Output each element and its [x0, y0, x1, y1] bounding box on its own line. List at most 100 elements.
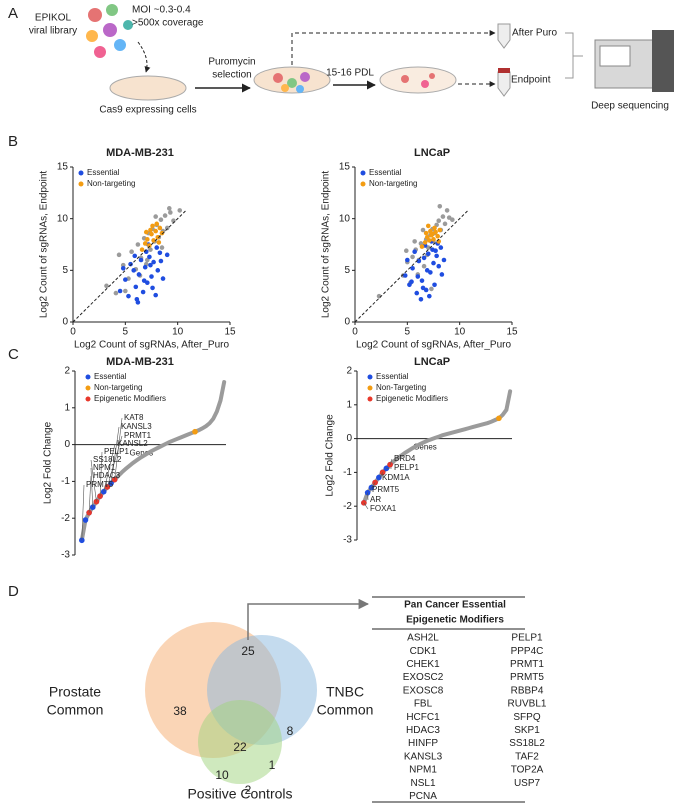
point	[414, 290, 420, 296]
point	[153, 292, 158, 298]
legend-swatch	[85, 385, 91, 391]
point	[425, 223, 431, 229]
venn-count: 1	[269, 758, 276, 772]
point	[148, 247, 153, 252]
point	[441, 257, 447, 263]
point	[151, 259, 156, 265]
y-tick-label: 0	[62, 317, 68, 328]
diagonal	[354, 210, 469, 323]
set-label: Common	[317, 702, 374, 718]
table-cell: USP7	[514, 778, 541, 789]
table-cell: NSL1	[410, 778, 435, 789]
table-cell: HDAC3	[406, 725, 440, 736]
legend-swatch	[85, 396, 91, 402]
y-tick-label: 15	[57, 162, 69, 173]
x-axis-label: Genes	[130, 449, 154, 458]
point	[420, 227, 426, 233]
point	[151, 238, 156, 243]
leader	[110, 426, 120, 484]
point	[166, 206, 172, 211]
set-label: Positive Controls	[187, 786, 292, 802]
legend-swatch	[367, 396, 373, 402]
table-cell: EXOSC2	[403, 672, 444, 683]
annotation: PRMT5	[86, 480, 114, 489]
point	[120, 265, 126, 271]
selection-label: Puromycin	[208, 57, 255, 68]
annotation: KAT8	[124, 413, 144, 422]
annotation: NPM1	[93, 463, 116, 472]
point	[415, 274, 421, 279]
point	[164, 225, 170, 231]
point	[168, 210, 173, 215]
leader	[99, 451, 103, 497]
point	[425, 251, 431, 257]
legend-swatch	[367, 385, 373, 391]
point	[154, 245, 160, 250]
point	[158, 217, 164, 222]
y-tick-label: 15	[339, 162, 351, 173]
annotation: BRD4	[394, 454, 416, 463]
legend-swatch	[360, 170, 366, 176]
point	[410, 254, 415, 260]
x-axis-label: Genes	[413, 443, 437, 452]
point	[113, 290, 119, 296]
venn-count: 10	[215, 768, 229, 782]
leader	[389, 458, 393, 465]
legend-swatch	[78, 181, 84, 187]
table-cell: PCNA	[409, 791, 437, 802]
point	[444, 208, 450, 213]
x-axis-label: Log2 Count of sgRNAs, After_Puro	[74, 340, 230, 351]
point	[431, 260, 436, 266]
table-cell: KANSL3	[404, 751, 443, 762]
pdl-label: 15-16 PDL	[326, 68, 374, 79]
x-tick-label: 15	[224, 327, 236, 338]
table-cell: PELP1	[511, 633, 543, 644]
point	[177, 208, 183, 213]
table-cell: HCFC1	[406, 712, 440, 723]
point	[416, 258, 422, 264]
point	[153, 214, 158, 219]
point	[143, 229, 149, 235]
point	[422, 240, 428, 245]
legend-swatch	[367, 374, 373, 380]
leader	[81, 484, 85, 541]
point	[436, 218, 442, 224]
legend-swatch	[85, 374, 91, 380]
viral-particles	[86, 4, 133, 58]
point	[432, 225, 437, 231]
point	[100, 488, 107, 495]
point	[450, 217, 455, 222]
venn-count: 22	[233, 740, 247, 754]
annotation: KANSL3	[121, 422, 152, 431]
point	[141, 278, 147, 283]
point	[427, 238, 432, 243]
sequencing-label: Deep sequencing	[591, 101, 669, 112]
set-label: Prostate	[49, 684, 101, 700]
table-cell: RBBP4	[511, 685, 544, 696]
y-tick-label: 0	[64, 439, 70, 450]
annotation: SS18L2	[93, 455, 122, 464]
point	[418, 296, 424, 302]
point	[436, 263, 442, 269]
coverage-label: >500x coverage	[132, 18, 204, 29]
table-cell: NPM1	[409, 765, 437, 776]
annotation: FOXA1	[370, 504, 397, 513]
x-tick-label: 15	[506, 327, 518, 338]
point	[133, 284, 139, 290]
table-cell: FBL	[414, 699, 433, 710]
point	[128, 261, 133, 267]
point	[147, 243, 152, 248]
point	[156, 240, 162, 245]
set-label: TNBC	[326, 684, 364, 700]
point	[376, 474, 382, 481]
y-tick-label: 5	[344, 265, 350, 276]
annotation: AR	[370, 495, 381, 504]
y-tick-label: 1	[346, 399, 352, 410]
point	[430, 231, 435, 237]
chart-title: MDA-MB-231	[106, 356, 174, 368]
legend-label: Non-targeting	[87, 179, 135, 188]
y-tick-label: -2	[343, 501, 352, 512]
set-label: Common	[47, 702, 104, 718]
panel-label: A	[8, 5, 18, 22]
point	[108, 480, 114, 487]
